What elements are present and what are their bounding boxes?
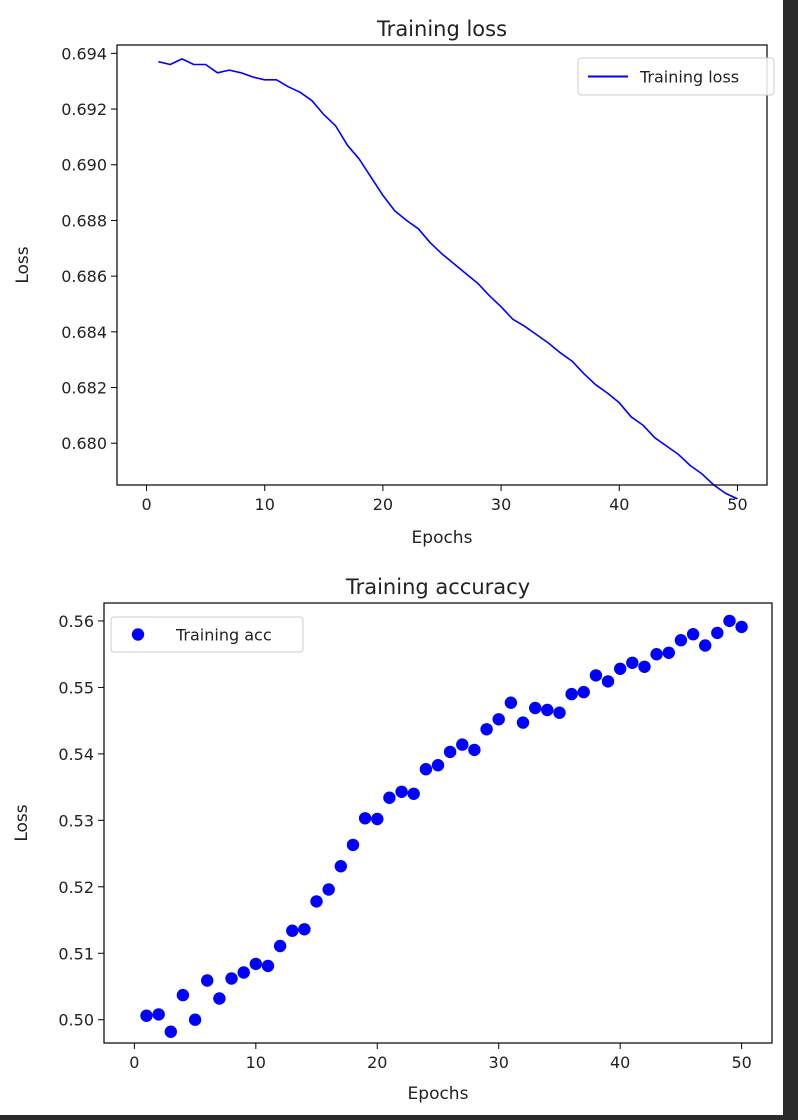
x-tick-label: 20 xyxy=(367,1053,387,1072)
data-point xyxy=(322,883,335,896)
y-tick-label: 0.692 xyxy=(61,100,107,119)
y-tick-label: 0.54 xyxy=(58,745,94,764)
y-tick-label: 0.680 xyxy=(61,434,107,453)
data-point xyxy=(443,745,457,759)
data-point xyxy=(650,648,663,661)
data-point xyxy=(225,972,238,985)
data-point xyxy=(686,628,700,641)
data-point xyxy=(310,895,323,908)
y-tick-label: 0.682 xyxy=(61,379,107,398)
data-point xyxy=(140,1009,153,1022)
y-tick-label: 0.690 xyxy=(61,156,107,175)
data-point xyxy=(152,1008,165,1021)
series-line-training-loss xyxy=(158,58,738,500)
y-tick-label: 0.688 xyxy=(61,211,107,230)
data-point xyxy=(735,620,748,634)
data-point xyxy=(553,706,566,719)
data-point xyxy=(577,685,590,699)
data-point xyxy=(456,738,469,751)
y-tick-label: 0.52 xyxy=(58,878,94,897)
legend-box xyxy=(110,616,304,653)
data-point xyxy=(699,639,712,652)
data-point xyxy=(589,669,603,682)
x-tick-label: 50 xyxy=(731,1053,751,1072)
y-tick-label: 0.694 xyxy=(61,44,107,63)
legend-label: Training loss xyxy=(639,68,739,87)
data-point xyxy=(492,713,505,726)
data-point xyxy=(346,838,360,852)
data-point xyxy=(674,634,688,647)
training-loss-chart: Training loss 0 10 20 30 40 50 0.680 0.682 0.684 0… xyxy=(13,17,775,548)
legend: Training loss xyxy=(577,57,775,96)
data-point xyxy=(711,626,724,640)
data-point xyxy=(407,787,420,800)
x-tick-label: 20 xyxy=(373,495,393,514)
y-tick-label: 0.50 xyxy=(58,1011,94,1030)
data-point xyxy=(480,723,493,736)
data-point xyxy=(201,974,214,987)
legend: Training acc xyxy=(110,616,304,653)
y-tick-label: 0.56 xyxy=(58,612,94,631)
x-tick-label: 0 xyxy=(129,1053,139,1072)
data-point xyxy=(723,614,736,628)
chart-title: Training accuracy xyxy=(345,575,530,599)
data-point xyxy=(529,701,542,715)
data-point xyxy=(614,662,627,675)
x-tick-label: 0 xyxy=(141,495,151,514)
data-point xyxy=(516,716,530,729)
data-point xyxy=(273,939,287,953)
legend-marker-swatch xyxy=(131,628,145,641)
plot-frame xyxy=(116,44,768,486)
y-axis-label: Loss xyxy=(12,804,32,841)
data-point xyxy=(601,675,615,688)
data-point xyxy=(176,988,190,1002)
x-tick-label: 40 xyxy=(610,1053,630,1072)
x-axis-label: Epochs xyxy=(408,1084,469,1104)
plot-frame xyxy=(103,602,773,1044)
training-loss-panel: Training loss 0 10 20 30 40 50 0.680 0.682 0.684 0… xyxy=(0,0,783,558)
y-tick-label: 0.55 xyxy=(58,678,94,697)
data-point xyxy=(164,1025,177,1038)
data-point xyxy=(395,785,408,798)
x-axis-label: Epochs xyxy=(412,528,473,548)
x-tick-label: 50 xyxy=(727,495,747,514)
training-accuracy-chart: Training accuracy 0 10 20 30 40 50 0.50 0.51 0.52… xyxy=(12,575,773,1104)
data-point xyxy=(541,703,554,717)
data-point xyxy=(188,1013,202,1026)
data-point xyxy=(468,743,481,757)
data-point xyxy=(504,696,518,709)
x-tick-label: 30 xyxy=(491,495,511,514)
y-tick-label: 0.686 xyxy=(61,267,107,286)
data-point xyxy=(626,656,639,669)
data-point xyxy=(237,966,250,979)
data-point xyxy=(419,763,433,776)
data-point xyxy=(358,812,372,825)
data-point xyxy=(565,687,578,701)
x-tick-label: 30 xyxy=(489,1053,509,1072)
data-point xyxy=(261,959,275,973)
chart-title: Training loss xyxy=(376,17,507,41)
data-point xyxy=(213,992,226,1005)
y-tick-label: 0.53 xyxy=(58,811,94,830)
y-axis-label: Loss xyxy=(13,246,33,283)
data-point xyxy=(638,660,651,673)
legend-box xyxy=(577,57,775,96)
data-point xyxy=(298,923,311,936)
data-point xyxy=(371,812,384,826)
y-tick-label: 0.51 xyxy=(58,944,94,963)
x-tick-label: 40 xyxy=(609,495,629,514)
data-point xyxy=(662,646,675,659)
data-point xyxy=(383,791,396,804)
data-point xyxy=(334,860,347,873)
training-accuracy-panel: Training accuracy 0 10 20 30 40 50 0.50 0.51 0.52… xyxy=(0,558,783,1115)
data-point xyxy=(431,759,445,772)
x-tick-label: 10 xyxy=(255,495,275,514)
data-point xyxy=(249,957,262,971)
legend-label: Training acc xyxy=(175,626,272,645)
data-point xyxy=(286,924,299,937)
x-tick-label: 10 xyxy=(246,1053,266,1072)
y-tick-label: 0.684 xyxy=(61,323,107,342)
